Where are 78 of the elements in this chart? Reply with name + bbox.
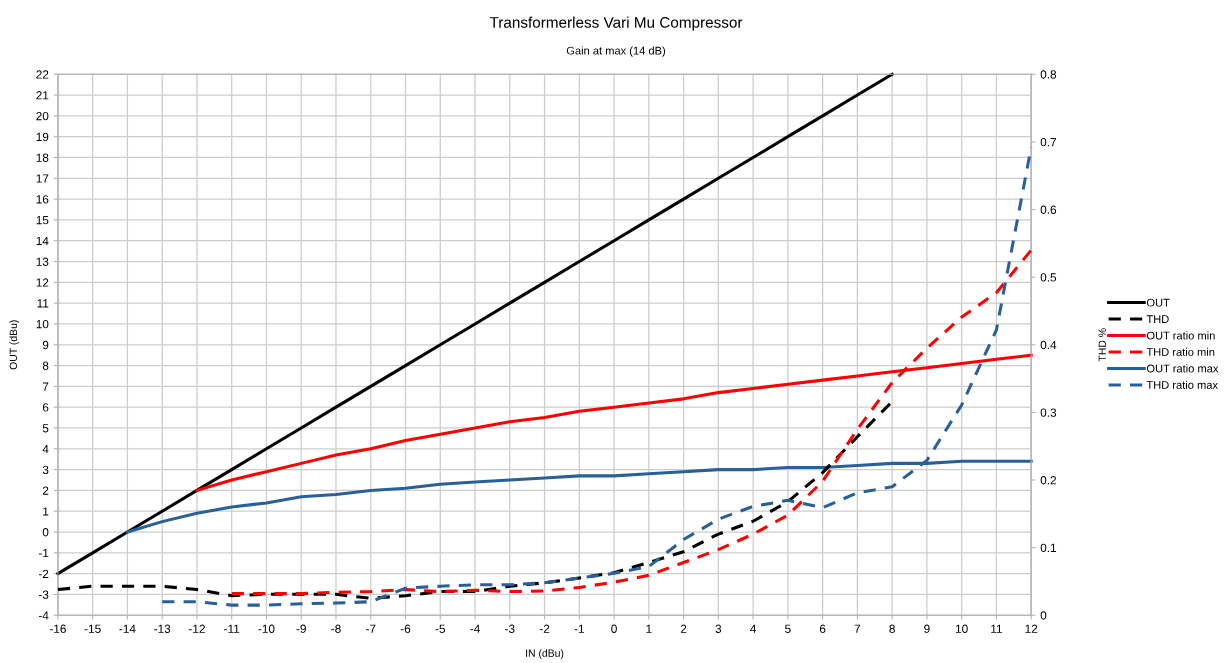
x-tick-label: 5: [785, 624, 791, 633]
y2-tick-label: 0.6: [1040, 205, 1057, 214]
y-tick-label: -2: [38, 569, 49, 578]
y-tick-label: 19: [36, 132, 49, 142]
y-tick-label: -4: [38, 611, 49, 620]
y2-tick-label: 0.7: [1040, 137, 1057, 147]
chart-subtitle: Gain at max (14 dB): [566, 46, 666, 57]
y2-tick-label: 0.8: [1040, 70, 1057, 79]
x-tick-label: 2: [680, 624, 687, 633]
y-tick-label: 20: [36, 111, 49, 121]
y-tick-label: 1: [43, 507, 49, 516]
y-tick-label: 9: [42, 340, 49, 350]
x-tick-label: -15: [84, 624, 101, 633]
x-axis-title: IN (dBu): [526, 649, 564, 659]
y-tick-label: 17: [36, 174, 49, 183]
x-tick-label: 0: [611, 624, 617, 633]
y2-tick-label: 0.2: [1040, 476, 1057, 485]
y-tick-label: 18: [36, 153, 49, 162]
y-tick-label: 12: [36, 278, 49, 287]
y-tick-label: 8: [42, 361, 49, 370]
x-tick-label: 11: [991, 624, 1002, 633]
x-tick-label: 1: [646, 624, 652, 633]
y-tick-label: 10: [36, 319, 49, 329]
legend-label: OUT ratio max: [1146, 364, 1219, 373]
x-tick-label: -12: [188, 624, 205, 633]
y-tick-label: 21: [36, 91, 49, 100]
y-tick-label: 6: [42, 403, 49, 412]
line-series: [56, 72, 894, 576]
x-tick-label: -11: [224, 624, 240, 633]
x-tick-label: 3: [715, 624, 722, 633]
x-tick-label: -16: [49, 624, 66, 633]
x-tick-label: 4: [750, 624, 757, 633]
x-tick-label: 8: [889, 624, 895, 633]
y2-tick-label: 0.1: [1040, 543, 1057, 553]
y-axis-title: OUT (dBu): [9, 320, 20, 370]
x-tick-label: -6: [400, 624, 411, 633]
x-tick-label: 10: [956, 624, 968, 633]
y-tick-label: 16: [36, 195, 49, 204]
y-tick-label: 15: [36, 216, 49, 225]
y-tick-label: 0: [42, 528, 49, 537]
x-tick-label: -14: [119, 624, 136, 633]
x-tick-label: -2: [539, 624, 550, 633]
legend-label: THD ratio max: [1146, 380, 1218, 389]
y-tick-label: 5: [42, 424, 49, 433]
x-tick-label: -13: [154, 624, 171, 633]
y-tick-label: 2: [42, 486, 49, 495]
y-tick-label: 7: [42, 382, 49, 391]
x-tick-label: -7: [366, 624, 376, 633]
x-tick-label: 9: [924, 624, 930, 633]
x-tick-label: -3: [505, 624, 515, 633]
y-tick-label: -3: [38, 590, 49, 599]
legend-label: OUT ratio min: [1146, 331, 1215, 340]
x-tick-label: -5: [435, 624, 446, 633]
legend-label: THD ratio min: [1146, 347, 1215, 356]
y-tick-label: 4: [42, 444, 49, 454]
y2-tick-label: 0: [1040, 611, 1047, 620]
y2-axis-title: THD %: [1098, 328, 1106, 362]
y-tick-label: -1: [38, 549, 49, 558]
x-tick-label: -4: [470, 624, 480, 633]
chart-title: Transformerless Vari Mu Compressor: [489, 16, 743, 31]
x-tick-label: 6: [819, 624, 826, 633]
x-tick-label: 12: [1025, 624, 1038, 633]
legend-label: THD: [1146, 315, 1169, 323]
legend-label: OUT: [1146, 298, 1170, 307]
line-series: [56, 400, 894, 600]
x-tick-label: -10: [258, 624, 275, 633]
x-tick-label: 7: [854, 624, 861, 633]
y2-tick-label: 0.5: [1040, 273, 1057, 282]
x-tick-label: -8: [331, 624, 341, 633]
y2-tick-label: 0.3: [1040, 408, 1057, 417]
y2-tick-label: 0.4: [1040, 340, 1057, 350]
y-tick-label: 14: [36, 236, 49, 245]
y-tick-label: 11: [37, 299, 49, 308]
x-tick-label: -9: [296, 624, 306, 633]
y-tick-label: 13: [36, 257, 49, 266]
x-tick-label: -1: [574, 624, 584, 633]
y-tick-label: 22: [36, 70, 49, 79]
y-tick-label: 3: [42, 465, 49, 474]
